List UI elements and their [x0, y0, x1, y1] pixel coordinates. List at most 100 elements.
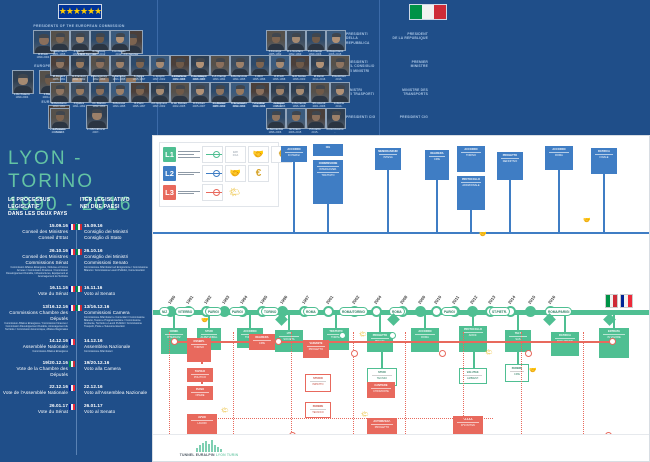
l2-node[interactable]: RATIFICA FINALE [591, 148, 617, 174]
l1-riser [288, 315, 290, 330]
l2-node[interactable]: PROTOCOLLO ADDIZIONALE [457, 176, 485, 210]
l3-node[interactable]: PIANO OPERE [187, 386, 213, 400]
left-column: LYON - TORINO 1990 - 2016 LE PROCESSUS L… [0, 135, 152, 462]
l2-node[interactable]: ACCORDO ROMA [545, 146, 573, 170]
diagram-panel: L1 RATIFICA 🤝 € L2 [152, 135, 650, 462]
timeline-city-badge[interactable]: NIZ [159, 307, 171, 316]
timeline-city-badge[interactable]: ST.PIETR. [489, 307, 510, 316]
entry-it: 16.11.16 Voto al Senato [84, 285, 150, 297]
timeline-city-badge[interactable]: ROMA/PARIGI [545, 307, 573, 316]
l2-node[interactable]: ACCORDO TORINO [457, 146, 485, 172]
timeline-city-badge[interactable]: VITERBO [175, 307, 196, 316]
junction-node[interactable] [389, 332, 396, 339]
l1-node[interactable]: RATIFICAPARLAMENTI [551, 332, 579, 356]
handshake-icon: 🤝 [529, 368, 537, 374]
event-it: Consiglio dei Ministri [84, 253, 129, 259]
entry-fr: 22.12.16 Vote de l'Assemblée Nationale [2, 384, 68, 396]
timeline-city-badge[interactable]: PARIGI [205, 307, 222, 316]
event-fr-2: Commissions Sénat [25, 259, 68, 265]
date-fr: 26.10.16 [49, 247, 68, 253]
portrait-f-mitterrand [50, 30, 70, 51]
l2-node[interactable]: PROGETTO DEFINITIVO [497, 152, 523, 180]
event-fr: Vote de l'Assemblée Nationale [2, 390, 68, 395]
legislative-date-row: 19/20.12.16 Vote de la Chambre des Député… [0, 360, 152, 378]
handshake-icon-2: 🤝 [229, 168, 242, 178]
event-fr: Vote de la Chambre des Députés [16, 365, 68, 377]
l2-node[interactable]: MEMORANDUM INTESA [375, 148, 401, 170]
l3-node[interactable]: DELIBERA CIPE [249, 334, 275, 350]
portrait-caption: C.Bernini 1989-1992 [212, 101, 226, 108]
portrait-c-burlando [290, 82, 310, 103]
l1-sub-riser [381, 352, 383, 368]
handshake-icon: 🤝 [479, 232, 487, 238]
l1-sub-node[interactable]: VALUTAZ. AMBIENT. [459, 368, 487, 384]
sun-icon: 🌤 [228, 187, 241, 197]
l3-node[interactable]: CANTIERE CHIOMONTE [367, 382, 395, 398]
page-title-line1: LYON - TORINO [8, 148, 95, 192]
l2-drop-line [558, 170, 560, 232]
timeline-city-badge[interactable]: TORINO [261, 307, 280, 316]
legislative-date-row: 26.01.17 Vote du Sénat 26.01.17 Voto al Sen… [0, 403, 152, 415]
junction-node[interactable] [609, 338, 616, 345]
timeline-node-2001[interactable] [323, 306, 334, 317]
entry-flags [69, 248, 83, 256]
entry-fr: 19/20.12.16 Vote de la Chambre des Député… [2, 360, 68, 378]
event-fr: Conseil des Ministres [22, 253, 68, 259]
legend-tag-l2: L2 [163, 166, 176, 181]
panel-france: PRESIDENT DE LA REPUBLIQUE PREMIER MINISTR… [380, 0, 650, 135]
portrait-p-gentiloni [330, 55, 350, 76]
junction-node[interactable] [439, 350, 446, 357]
portrait-a-juppe [130, 55, 150, 76]
l3-sub-node[interactable]: PARERE TECNICO [305, 402, 331, 418]
l3-sub-node[interactable]: STUDIO IMPATTO [305, 374, 331, 392]
portrait-caption: R.Prodi 1996-1998 [272, 74, 286, 81]
event-sub-fr: Commission Affaires Etrangères / Commiss… [4, 321, 68, 331]
date-fr: 22.12.16 [49, 384, 68, 389]
junction-node[interactable] [525, 350, 532, 357]
l1-node[interactable]: ACCORDO ROMA [411, 328, 439, 352]
l3-node[interactable]: VARIANTE PROGETTO [303, 340, 329, 358]
l3-node[interactable]: OPERA DEFINITIVA [453, 416, 483, 438]
junction-node[interactable] [339, 332, 346, 339]
timeline-year-label: 2014 [506, 294, 517, 305]
junction-node[interactable] [351, 350, 358, 357]
junction-node[interactable] [275, 338, 282, 345]
l3-node[interactable]: OSSERV. TORINO [187, 338, 211, 362]
l2-node[interactable]: COMMISSIONE INTERGOVER. TRATTATO [313, 160, 343, 204]
timeline-node-2015[interactable] [525, 306, 536, 317]
timeline-year-label: 2013 [486, 294, 497, 305]
eu-stars-icon: ★★★★★★ [58, 6, 102, 16]
entry-it: 19/20.12.16 Voto alla Camera [84, 360, 150, 372]
timeline-city-badge[interactable]: PARIGI [229, 307, 246, 316]
euro-icon-2: € [255, 168, 262, 179]
timeline-node-2004[interactable] [371, 306, 382, 317]
legend-row-l2: L2 🤝 € [163, 165, 269, 182]
timeline-city-badge[interactable]: ROMA [303, 307, 319, 316]
l1-sub-node[interactable]: PARERE CIPE [505, 364, 529, 382]
date-it: 15.09.16 [84, 223, 103, 228]
timeline-year-label: 1990 [166, 294, 177, 305]
l3-node[interactable]: TAVOLO POLITICO [187, 368, 213, 382]
l2-node[interactable]: DELIBERA CIPE [425, 150, 449, 180]
france-flag-mini-icon [69, 403, 75, 410]
legislative-date-row: 26.10.16 Conseil des Ministres Commissions… [0, 248, 152, 279]
portrait-caption: Commissario - [326, 127, 344, 134]
portrait-j-c-gayssot [150, 82, 170, 103]
portrait-caption: E.Cresson 1991-1992 [72, 74, 86, 81]
l3-node[interactable]: AVVIO LAVORI [187, 414, 217, 434]
timeline-city-badge[interactable]: PARIGI [441, 307, 458, 316]
timeline-city-badge[interactable]: ROMA [389, 307, 405, 316]
timeline-node-2009[interactable] [415, 306, 426, 317]
telt-logo: TUNNEL EURALPIN LYON TURIN [167, 440, 251, 457]
junction-node[interactable] [171, 338, 178, 345]
timeline-city-badge[interactable]: ROMA/TORINO [339, 307, 368, 316]
legend-cell-progress-sun: 🌤 [225, 185, 244, 200]
portrait-l-de-palacio [12, 70, 34, 94]
column-divider [76, 223, 77, 455]
layer-legend: L1 RATIFICA 🤝 € L2 [159, 142, 292, 207]
entry-it: 14.12.16 Assemblea Nazionale Commissione A… [84, 338, 150, 353]
l2-node[interactable]: CIG [313, 144, 343, 156]
event-it: Voto al Senato [84, 291, 116, 296]
l2-node[interactable]: ACCORDO DI PARIGI [281, 146, 307, 162]
date-it: 26.01.17 [84, 402, 103, 408]
